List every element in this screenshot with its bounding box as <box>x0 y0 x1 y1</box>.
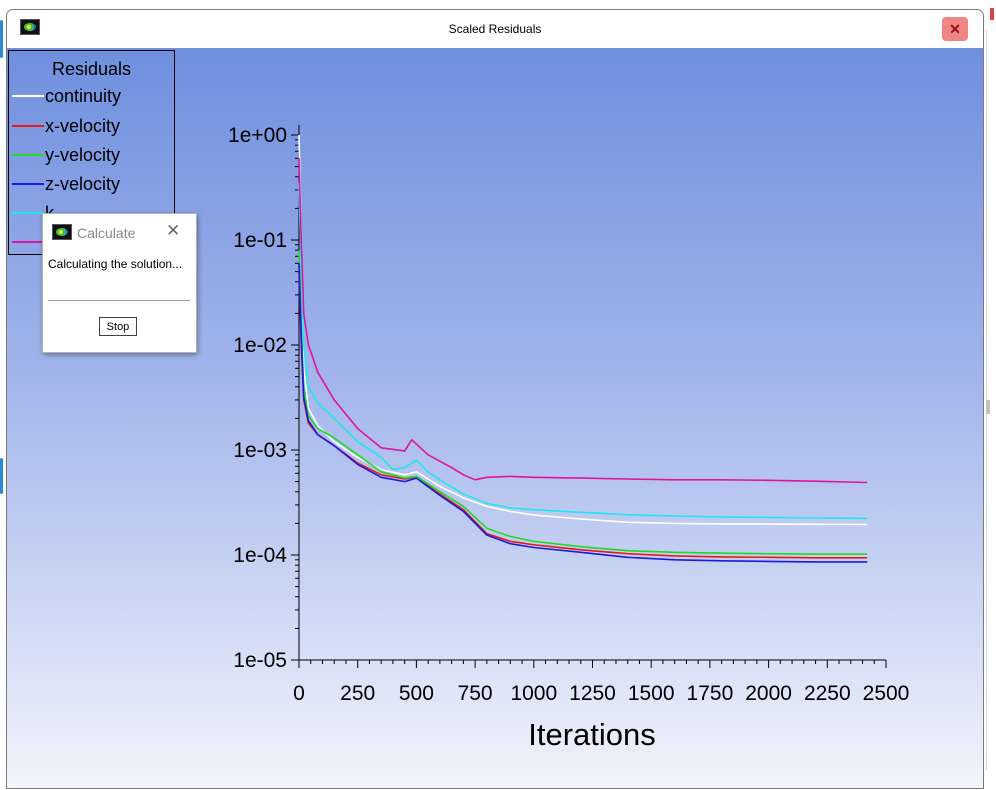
legend-swatch <box>12 95 44 97</box>
scaled-residuals-window: Scaled Residuals ✕ 1e+00 1e-01 1e-02 1e-03 1… <box>6 9 984 789</box>
x-tick-label: 2000 <box>745 682 792 705</box>
legend-item-y-velocity: y-velocity <box>9 145 174 167</box>
window-close-button[interactable]: ✕ <box>942 17 968 41</box>
y-tick-label: 1e-03 <box>233 439 287 462</box>
legend-label: continuity <box>45 86 122 106</box>
legend-item-continuity: continuity <box>9 86 174 108</box>
x-tick-label: 0 <box>293 682 305 705</box>
y-tick-label: 1e+00 <box>228 124 287 147</box>
background-window-edge <box>0 458 3 494</box>
legend-label: z-velocity <box>45 174 121 194</box>
window-title: Scaled Residuals <box>448 22 542 36</box>
legend-item-x-velocity: x-velocity <box>9 116 174 138</box>
series-line-k <box>298 182 868 520</box>
stop-button[interactable]: Stop <box>99 317 137 336</box>
legend-swatch <box>12 183 44 185</box>
legend-item-z-velocity: z-velocity <box>9 174 174 196</box>
series-line-continuity <box>298 134 868 526</box>
residuals-legend: Residuals continuity x-velocity y-veloci… <box>8 50 175 255</box>
residuals-plot-area[interactable]: 1e+00 1e-01 1e-02 1e-03 1e-04 1e-05 0 250 500 750… <box>7 48 983 788</box>
series-line-x-velocity <box>298 271 868 559</box>
legend-title: Residuals <box>51 59 132 79</box>
legend-label: x-velocity <box>45 116 121 136</box>
x-tick-label: 2500 <box>863 682 910 705</box>
background-scrollbar-thumb <box>986 400 990 414</box>
y-tick-label: 1e-05 <box>233 649 287 672</box>
series-line-series-5 <box>298 158 868 484</box>
x-tick-label: 750 <box>458 682 493 705</box>
calculate-dialog: Calculate ✕ Calculating the solution... … <box>42 213 197 353</box>
dialog-separator <box>48 300 190 301</box>
background-window-edge <box>0 20 3 58</box>
background-window-close-edge <box>990 8 994 20</box>
x-tick-label: 1750 <box>687 682 734 705</box>
x-tick-label: 500 <box>399 682 434 705</box>
x-tick-label: 250 <box>340 682 375 705</box>
fluent-app-icon <box>20 19 40 35</box>
series-line-z-velocity <box>298 263 868 563</box>
dialog-message: Calculating the solution... <box>48 257 183 271</box>
legend-swatch <box>12 125 44 127</box>
x-tick-label: 1000 <box>510 682 557 705</box>
x-tick-label: 2250 <box>804 682 851 705</box>
residuals-chart: 1e+00 1e-01 1e-02 1e-03 1e-04 1e-05 0 250 500 750… <box>228 124 910 752</box>
legend-swatch <box>12 154 44 156</box>
fluent-app-icon <box>52 224 72 240</box>
series-line-y-velocity <box>298 250 868 555</box>
legend-label: y-velocity <box>45 145 121 165</box>
y-tick-label: 1e-01 <box>233 229 287 252</box>
legend-swatch <box>12 241 44 243</box>
dialog-close-icon[interactable]: ✕ <box>166 221 181 240</box>
legend-item-omega <box>9 232 174 254</box>
y-tick-label: 1e-02 <box>233 334 287 357</box>
x-axis-label: Iterations <box>528 717 656 752</box>
x-tick-label: 1500 <box>628 682 675 705</box>
dialog-title: Calculate <box>77 225 136 241</box>
window-titlebar[interactable]: Scaled Residuals ✕ <box>7 10 983 48</box>
legend-swatch <box>12 212 44 214</box>
x-tick-label: 1250 <box>569 682 616 705</box>
y-tick-label: 1e-04 <box>233 544 287 567</box>
